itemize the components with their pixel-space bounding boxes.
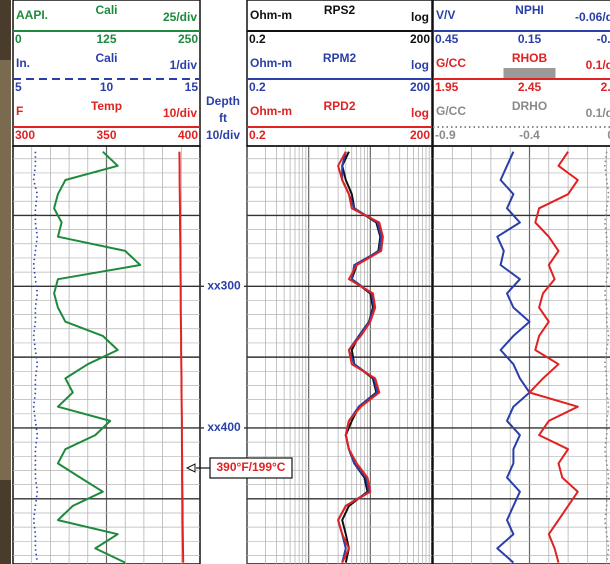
curve-name: NPHI xyxy=(515,3,544,17)
curve-scale-label: 0.45 xyxy=(435,32,459,46)
curve-unit: Ohm-m xyxy=(250,8,292,22)
curve-scale: 25/div xyxy=(163,10,197,24)
curve-scale: log xyxy=(411,106,429,120)
curve-scale-label: 200 xyxy=(410,32,430,46)
curve-name: RHOB xyxy=(512,51,548,65)
curve-scale-label: 1.95 xyxy=(435,80,459,94)
curve-name: RPM2 xyxy=(323,51,357,65)
curve-scale-label: 200 xyxy=(410,128,430,142)
curve-unit: Ohm-m xyxy=(250,56,292,70)
curve-scale-label: 5 xyxy=(15,80,22,94)
track-frame xyxy=(433,146,610,564)
curve-scale-label: 0 xyxy=(15,32,22,46)
curve-scale-label: 15 xyxy=(185,80,199,94)
curve-scale-label: -0.4 xyxy=(519,128,540,142)
curve-unit: V/V xyxy=(436,8,455,22)
annotation: 390°F/199°C xyxy=(187,458,292,478)
annotation-text: 390°F/199°C xyxy=(217,460,286,474)
curve-name: Cali xyxy=(95,3,117,17)
curve-scale: -0.06/div xyxy=(575,10,610,24)
curve-scale: 0.1/div xyxy=(586,58,610,72)
headers: Depth ft 10/div xx300 xx400 AAPI. Cali 25/di… xyxy=(13,0,610,436)
depth-title: Depth xyxy=(206,94,240,108)
curve-scale: 10/div xyxy=(163,106,197,120)
well-log: Depth ft 10/div xx300 xx400 AAPI. Cali 25/di… xyxy=(0,0,610,564)
curve-name: Temp xyxy=(91,99,122,113)
curve-scale-label: 0.2 xyxy=(249,128,266,142)
curve-scale-label: 250 xyxy=(178,32,198,46)
curve-scale: log xyxy=(411,58,429,72)
depth-unit: ft xyxy=(219,111,227,125)
curve-unit: AAPI. xyxy=(16,8,48,22)
curve-unit: F xyxy=(16,104,23,118)
curve-scale-label: 400 xyxy=(178,128,198,142)
curve-name: DRHO xyxy=(512,99,547,113)
curve-scale-label: 300 xyxy=(15,128,35,142)
curve-scale-label: 2.95 xyxy=(601,80,610,94)
curve-scale-label: -0.9 xyxy=(435,128,456,142)
grid xyxy=(13,146,610,564)
curve-scale-label: 0.15 xyxy=(518,32,542,46)
curve-scale-label: 0.2 xyxy=(249,80,266,94)
curve-scale: log xyxy=(411,10,429,24)
curve-scale: 0.1/div xyxy=(586,106,610,120)
curve-name: RPD2 xyxy=(323,99,355,113)
curve-scale-label: -0.15 xyxy=(597,32,610,46)
curve-scale-label: 2.45 xyxy=(518,80,542,94)
depth-label: xx400 xyxy=(207,420,241,434)
curve-scale-label: 125 xyxy=(96,32,116,46)
track-frame xyxy=(247,146,432,564)
depth-scale: 10/div xyxy=(206,128,240,142)
curve-scale-label: 0.2 xyxy=(249,32,266,46)
curve-name: RPS2 xyxy=(324,3,356,17)
photo-strip-detail xyxy=(0,60,11,480)
curve-unit: In. xyxy=(16,56,30,70)
curve-name: Cali xyxy=(95,51,117,65)
curve-unit: Ohm-m xyxy=(250,104,292,118)
curve-scale-label: 350 xyxy=(96,128,116,142)
curve-unit: G/CC xyxy=(436,104,466,118)
depth-label: xx300 xyxy=(207,278,241,292)
curve-name-box xyxy=(504,68,556,78)
curve-scale-label: 10 xyxy=(100,80,114,94)
curve-scale: 1/div xyxy=(170,58,198,72)
page: {"chart_data": { "type": "well-log", "de… xyxy=(0,0,610,564)
curve-scale-label: 200 xyxy=(410,80,430,94)
curve-unit: G/CC xyxy=(436,56,466,70)
